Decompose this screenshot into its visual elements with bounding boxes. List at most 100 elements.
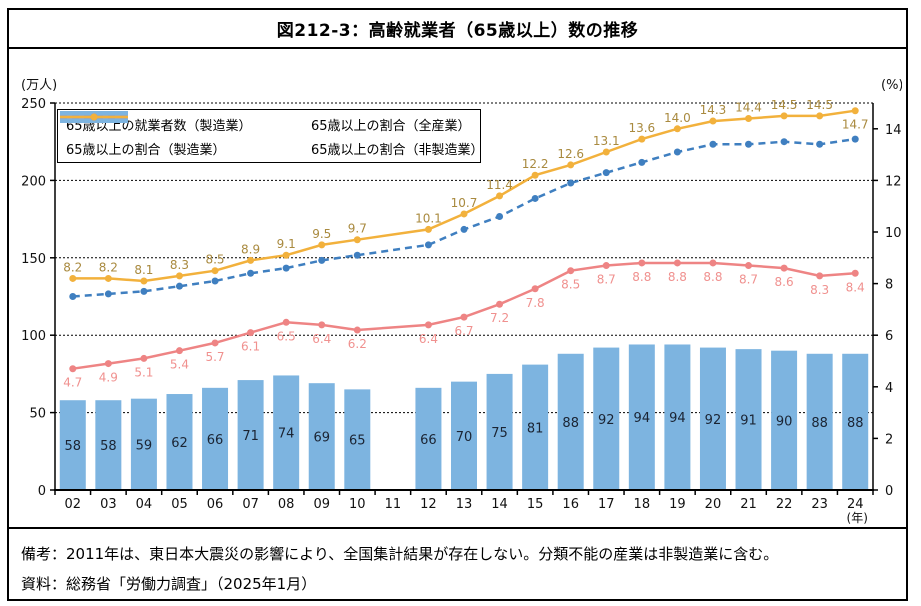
line-point	[353, 326, 361, 334]
year-label: 23	[811, 497, 828, 512]
line-point	[140, 354, 148, 362]
legend-item: 65歳以上の割合（製造業）	[60, 113, 311, 159]
line-point	[638, 158, 646, 166]
bar-03	[95, 400, 122, 490]
data-label: 9.1	[277, 237, 296, 251]
line-point	[816, 272, 824, 280]
year-label: 02	[65, 497, 82, 512]
year-label: 07	[242, 497, 259, 512]
year-label: 08	[278, 497, 295, 512]
year-label: 16	[562, 497, 579, 512]
data-label: 6.4	[312, 332, 331, 346]
year-label: 06	[207, 497, 224, 512]
bar-17	[593, 347, 620, 490]
line-point	[638, 259, 646, 267]
line-point	[531, 194, 539, 202]
bar-09	[308, 383, 335, 490]
year-label: 04	[136, 497, 153, 512]
right-tick-label: 0	[885, 484, 893, 499]
bar-24	[842, 353, 869, 490]
data-label: 8.2	[99, 260, 118, 274]
line-point	[353, 251, 361, 259]
right-tick-label: 14	[885, 123, 902, 138]
line-point	[460, 313, 468, 321]
line-point	[247, 269, 255, 277]
data-label: 6.5	[277, 329, 296, 343]
year-unit-label: (年)	[847, 511, 868, 525]
left-tick-label: 150	[21, 252, 46, 267]
data-label: 8.7	[597, 273, 616, 287]
year-label: 11	[385, 497, 402, 512]
data-label: 8.1	[134, 263, 153, 277]
line-point	[424, 321, 432, 329]
line-point	[424, 241, 432, 249]
data-label: 8.2	[63, 260, 82, 274]
data-label: 8.3	[170, 258, 189, 272]
line-point	[851, 107, 859, 115]
year-label: 03	[100, 497, 117, 512]
line-point	[69, 293, 77, 300]
bar-value-label: 58	[100, 439, 117, 454]
data-label: 14.4	[735, 100, 762, 114]
data-label: 10.1	[415, 211, 442, 225]
data-label: 13.6	[628, 121, 655, 135]
bar-value-label: 88	[562, 416, 579, 431]
legend-item: 65歳以上の割合（非製造業）	[60, 113, 484, 159]
line-point	[673, 259, 681, 267]
chart-area: 58 58 59 62 66 71 74 69 65 66 70 75 81 88 92 94 94 92 91 90…	[9, 49, 906, 529]
bar-20	[699, 347, 726, 490]
page-title: 図212-3：高齢就業者（65歳以上）数の推移	[276, 21, 639, 41]
data-label: 5.1	[134, 365, 153, 379]
year-label: 12	[420, 497, 437, 512]
bar-value-label: 92	[598, 413, 615, 428]
solid-line-swatch-icon	[60, 113, 128, 121]
bar-22	[771, 350, 798, 490]
data-label: 8.4	[846, 280, 865, 294]
right-axis-unit: (%)	[881, 78, 902, 93]
line-point	[318, 321, 326, 329]
bar-value-label: 88	[811, 416, 828, 431]
left-tick-label: 100	[21, 329, 46, 344]
data-label: 8.5	[561, 278, 580, 292]
line-point	[602, 148, 610, 156]
bar-16	[557, 353, 584, 490]
right-tick-label: 12	[885, 174, 902, 189]
bar-23	[806, 353, 833, 490]
data-label: 8.8	[703, 270, 722, 284]
line-point	[211, 267, 219, 275]
line-point	[353, 236, 361, 244]
year-label: 24	[847, 497, 864, 512]
data-label: 4.7	[63, 376, 82, 390]
right-tick-label: 6	[885, 329, 893, 344]
data-label: 14.0	[664, 111, 691, 125]
figure-frame: 図212-3：高齢就業者（65歳以上）数の推移 58 58 59 62 66 71 74 69…	[7, 8, 908, 601]
line-point	[211, 339, 219, 347]
line-point	[780, 264, 788, 272]
data-label: 14.5	[806, 98, 833, 112]
year-label: 21	[740, 497, 757, 512]
line-all-industries	[72, 137, 856, 298]
year-label: 13	[456, 497, 473, 512]
line-point	[460, 210, 468, 218]
bar-value-label: 69	[313, 431, 330, 446]
data-label: 14.3	[700, 103, 727, 117]
line-point	[175, 282, 183, 290]
year-label: 19	[669, 497, 686, 512]
bar-value-label: 81	[527, 421, 544, 436]
line-point	[602, 169, 610, 177]
line-point	[69, 365, 77, 373]
line-point	[69, 274, 77, 282]
bar-value-label: 66	[207, 433, 224, 448]
line-point	[673, 148, 681, 156]
line-point	[602, 262, 610, 270]
line-point	[318, 256, 326, 264]
line-point	[851, 269, 859, 277]
bar-value-label: 91	[740, 414, 757, 429]
right-tick-label: 4	[885, 381, 893, 396]
bar-value-label: 58	[65, 439, 82, 454]
line-point	[816, 140, 824, 148]
bar-value-label: 66	[420, 433, 437, 448]
year-label: 20	[705, 497, 722, 512]
remark-note: 備考：2011年は、東日本大震災の影響により、全国集計結果が存在しない。分類不能…	[21, 545, 779, 563]
line-point	[496, 300, 504, 308]
